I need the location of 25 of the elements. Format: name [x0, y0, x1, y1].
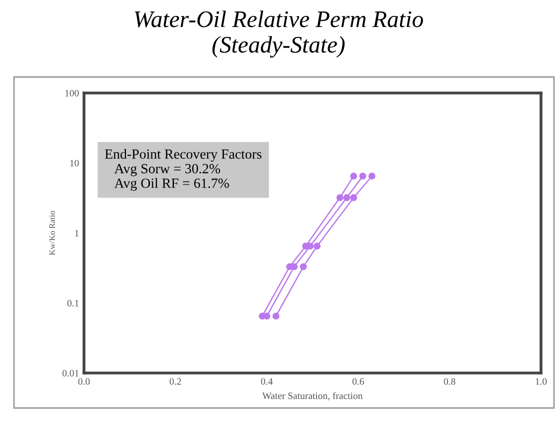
point: [290, 263, 298, 270]
point: [336, 194, 344, 202]
x-tick-label: 0.6: [352, 378, 364, 385]
x-tick-label: 0.2: [170, 378, 181, 385]
x-tick-label: 0.4: [261, 378, 273, 385]
x-tick-label: 0.8: [444, 378, 456, 385]
point: [359, 172, 366, 180]
point: [272, 312, 280, 320]
point: [300, 263, 307, 270]
x-tick-label: 1.0: [536, 378, 547, 385]
point: [350, 194, 358, 202]
point: [368, 172, 376, 180]
x-tick-label: 0.0: [78, 378, 90, 385]
y-tick-label: 100: [65, 90, 79, 96]
annotation: End-Point Recovery Factors Avg Sorw = 30.2% Avg Oil RF = 61.7%: [104, 149, 262, 191]
chart-title: Water-Oil Relative Perm Ratio (Steady-State): [134, 10, 424, 58]
point: [314, 242, 321, 250]
x-axis-title: Water Saturation, fraction: [262, 392, 363, 400]
y-tick-label: 0.01: [62, 370, 79, 377]
y-axis-title: Kw/Ko Ratio: [49, 210, 55, 256]
point: [343, 194, 350, 202]
y-tick-label: 1: [75, 230, 79, 236]
point: [350, 172, 358, 180]
y-tick-label: 0.1: [67, 300, 79, 307]
y-tick-label: 10: [70, 160, 79, 166]
